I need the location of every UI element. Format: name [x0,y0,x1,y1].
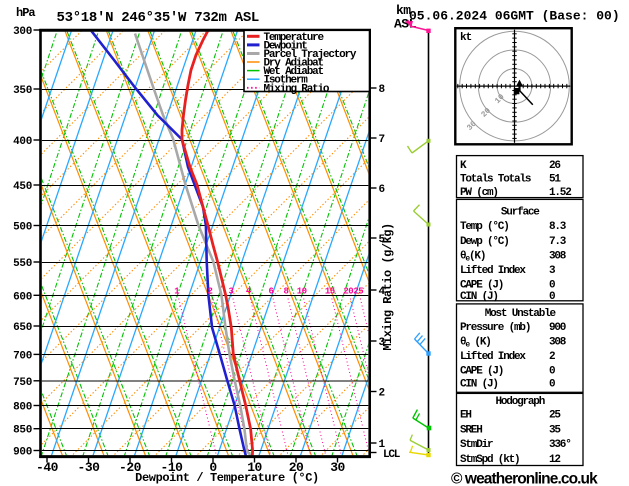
svg-text:20: 20 [343,287,353,297]
svg-text:EH: EH [460,410,471,422]
svg-text:2: 2 [208,287,213,297]
svg-text:308: 308 [549,337,567,349]
svg-text:CIN (J): CIN (J) [460,379,498,391]
svg-text:0: 0 [549,291,555,303]
svg-text:θe (K): θe (K) [460,337,491,350]
svg-text:15: 15 [325,287,335,297]
svg-text:7.3: 7.3 [549,236,567,248]
svg-text:-10: -10 [161,460,184,475]
svg-text:LCL: LCL [383,449,401,461]
svg-text:hPa: hPa [16,6,35,20]
svg-text:Wet Adiabat: Wet Adiabat [264,66,324,78]
svg-text:6: 6 [379,184,385,196]
svg-text:km: km [396,3,411,18]
svg-text:Temp (°C): Temp (°C) [460,221,509,233]
svg-text:550: 550 [13,258,32,270]
svg-text:SREH: SREH [460,424,482,436]
svg-text:26: 26 [549,160,560,172]
svg-text:05.06.2024 06GMT (Base: 00): 05.06.2024 06GMT (Base: 00) [409,8,620,23]
svg-text:Dewpoint: Dewpoint [264,40,308,52]
svg-text:400: 400 [13,136,32,148]
svg-text:700: 700 [13,350,32,362]
svg-text:kt: kt [460,32,472,44]
svg-text:308: 308 [549,250,567,262]
svg-text:800: 800 [13,402,32,414]
svg-text:Mixing Ratio: Mixing Ratio [264,83,330,95]
svg-text:K: K [460,160,467,172]
svg-text:650: 650 [13,322,32,334]
svg-text:6: 6 [269,287,274,297]
svg-text:20: 20 [289,460,304,475]
svg-text:Totals Totals: Totals Totals [460,174,531,186]
svg-text:35: 35 [549,424,561,436]
svg-text:Temperature: Temperature [264,32,325,44]
svg-text:900: 900 [13,447,32,459]
svg-text:CIN (J): CIN (J) [460,291,498,303]
svg-text:1: 1 [379,439,386,451]
svg-text:Dewp (°C): Dewp (°C) [460,236,509,248]
svg-text:θe(K): θe(K) [460,250,485,263]
svg-text:5: 5 [379,234,386,246]
svg-text:8.3: 8.3 [549,221,567,233]
svg-text:Most Unstable: Most Unstable [485,308,557,320]
svg-text:8: 8 [379,84,386,96]
svg-text:1.52: 1.52 [549,187,571,199]
svg-text:Dry Adiabat: Dry Adiabat [264,58,324,70]
svg-text:300: 300 [13,26,32,38]
svg-text:Dewpoint / Temperature (°C): Dewpoint / Temperature (°C) [135,471,319,485]
svg-text:450: 450 [13,181,32,193]
svg-text:8: 8 [284,287,289,297]
svg-text:0: 0 [549,379,555,391]
svg-text:Mixing Ratio (g/kg): Mixing Ratio (g/kg) [381,223,395,350]
svg-text:PW (cm): PW (cm) [460,187,498,199]
svg-text:10: 10 [297,287,307,297]
svg-text:25: 25 [549,410,561,422]
svg-text:3: 3 [379,337,386,349]
svg-text:3: 3 [229,287,234,297]
svg-text:CAPE (J): CAPE (J) [460,365,503,377]
svg-text:850: 850 [13,425,32,437]
svg-text:Lifted Index: Lifted Index [460,265,526,277]
svg-text:Surface: Surface [501,207,540,219]
svg-text:-20: -20 [119,460,142,475]
svg-text:12: 12 [549,454,560,466]
svg-text:4: 4 [379,286,386,298]
svg-text:0: 0 [549,365,555,377]
svg-text:7: 7 [379,134,385,146]
svg-text:3: 3 [549,265,556,277]
svg-text:CAPE (J): CAPE (J) [460,280,503,292]
svg-text:0: 0 [209,460,217,475]
svg-text:ASL: ASL [394,17,417,32]
svg-text:© weatheronline.co.uk: © weatheronline.co.uk [451,471,598,486]
svg-text:2: 2 [379,388,385,400]
svg-text:0: 0 [549,280,555,292]
svg-text:51: 51 [549,174,561,186]
svg-text:350: 350 [13,85,32,97]
svg-text:2: 2 [549,351,555,363]
svg-text:Isotherm: Isotherm [264,75,309,87]
svg-text:500: 500 [13,222,32,234]
svg-text:30: 30 [330,460,345,475]
svg-text:Lifted Index: Lifted Index [460,351,526,363]
svg-text:Pressure (mb): Pressure (mb) [460,322,530,334]
svg-text:StmSpd (kt): StmSpd (kt) [460,454,519,466]
svg-text:750: 750 [13,377,32,389]
svg-text:600: 600 [13,291,32,303]
svg-text:25: 25 [353,287,363,297]
svg-text:53°18'N 246°35'W 732m ASL: 53°18'N 246°35'W 732m ASL [57,10,260,26]
svg-text:Hodograph: Hodograph [495,396,544,408]
svg-text:336°: 336° [549,439,571,451]
svg-text:-40: -40 [36,460,59,475]
svg-text:-30: -30 [78,460,101,475]
svg-text:10: 10 [247,460,262,475]
svg-text:900: 900 [549,322,566,334]
svg-text:4: 4 [246,287,252,297]
svg-text:StmDir: StmDir [460,439,493,451]
svg-text:Parcel Trajectory: Parcel Trajectory [264,49,357,61]
svg-text:1: 1 [174,287,180,297]
